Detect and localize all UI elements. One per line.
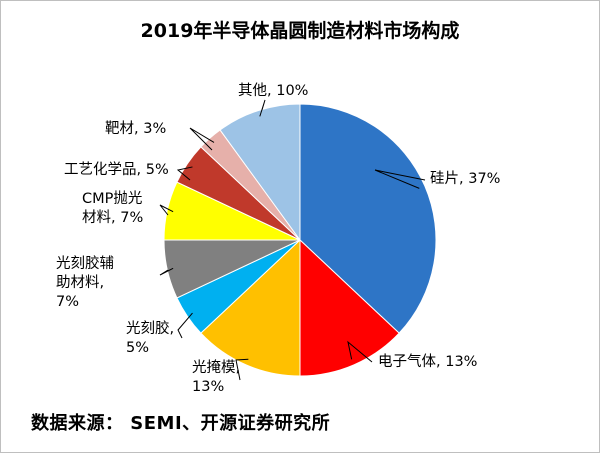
data-label: 光刻胶, 5% bbox=[126, 320, 174, 356]
data-label: 光掩模, 13% bbox=[192, 359, 240, 395]
data-label: 光刻胶辅助材料, 7% bbox=[56, 255, 114, 310]
pie-slice bbox=[219, 103, 301, 242]
data-labels: 硅片, 37% 电子气体, 13% 光掩模, 13% 光刻胶, 5% 光刻胶辅助材料, 7% C… bbox=[56, 82, 500, 395]
data-label: 硅片, 37% bbox=[430, 170, 500, 187]
data-label: 其他, 10% bbox=[238, 82, 308, 99]
leader-line bbox=[159, 267, 174, 276]
leader-line bbox=[235, 358, 249, 381]
data-label: CMP抛光材料, 7% bbox=[82, 190, 143, 226]
leader-line bbox=[176, 166, 193, 181]
data-label: 靶材, 3% bbox=[105, 120, 166, 137]
leader-line bbox=[189, 127, 215, 151]
leader-line bbox=[347, 340, 373, 363]
leader-line bbox=[374, 169, 426, 189]
pie-slice bbox=[299, 103, 437, 334]
chart-title: 2019年半导体晶圆制造材料市场构成 bbox=[141, 19, 460, 42]
leader-line bbox=[259, 99, 266, 117]
leader-lines bbox=[159, 99, 426, 381]
pie-slices bbox=[163, 103, 437, 377]
data-label: 工艺化学品, 5% bbox=[64, 161, 169, 178]
leader-line bbox=[159, 204, 174, 216]
leader-line bbox=[177, 312, 193, 339]
pie-slice bbox=[200, 238, 301, 377]
source-note: 数据来源： SEMI、开源证券研究所 bbox=[31, 413, 331, 434]
data-label: 电子气体, 13% bbox=[378, 353, 477, 370]
pie-slice bbox=[299, 238, 400, 377]
